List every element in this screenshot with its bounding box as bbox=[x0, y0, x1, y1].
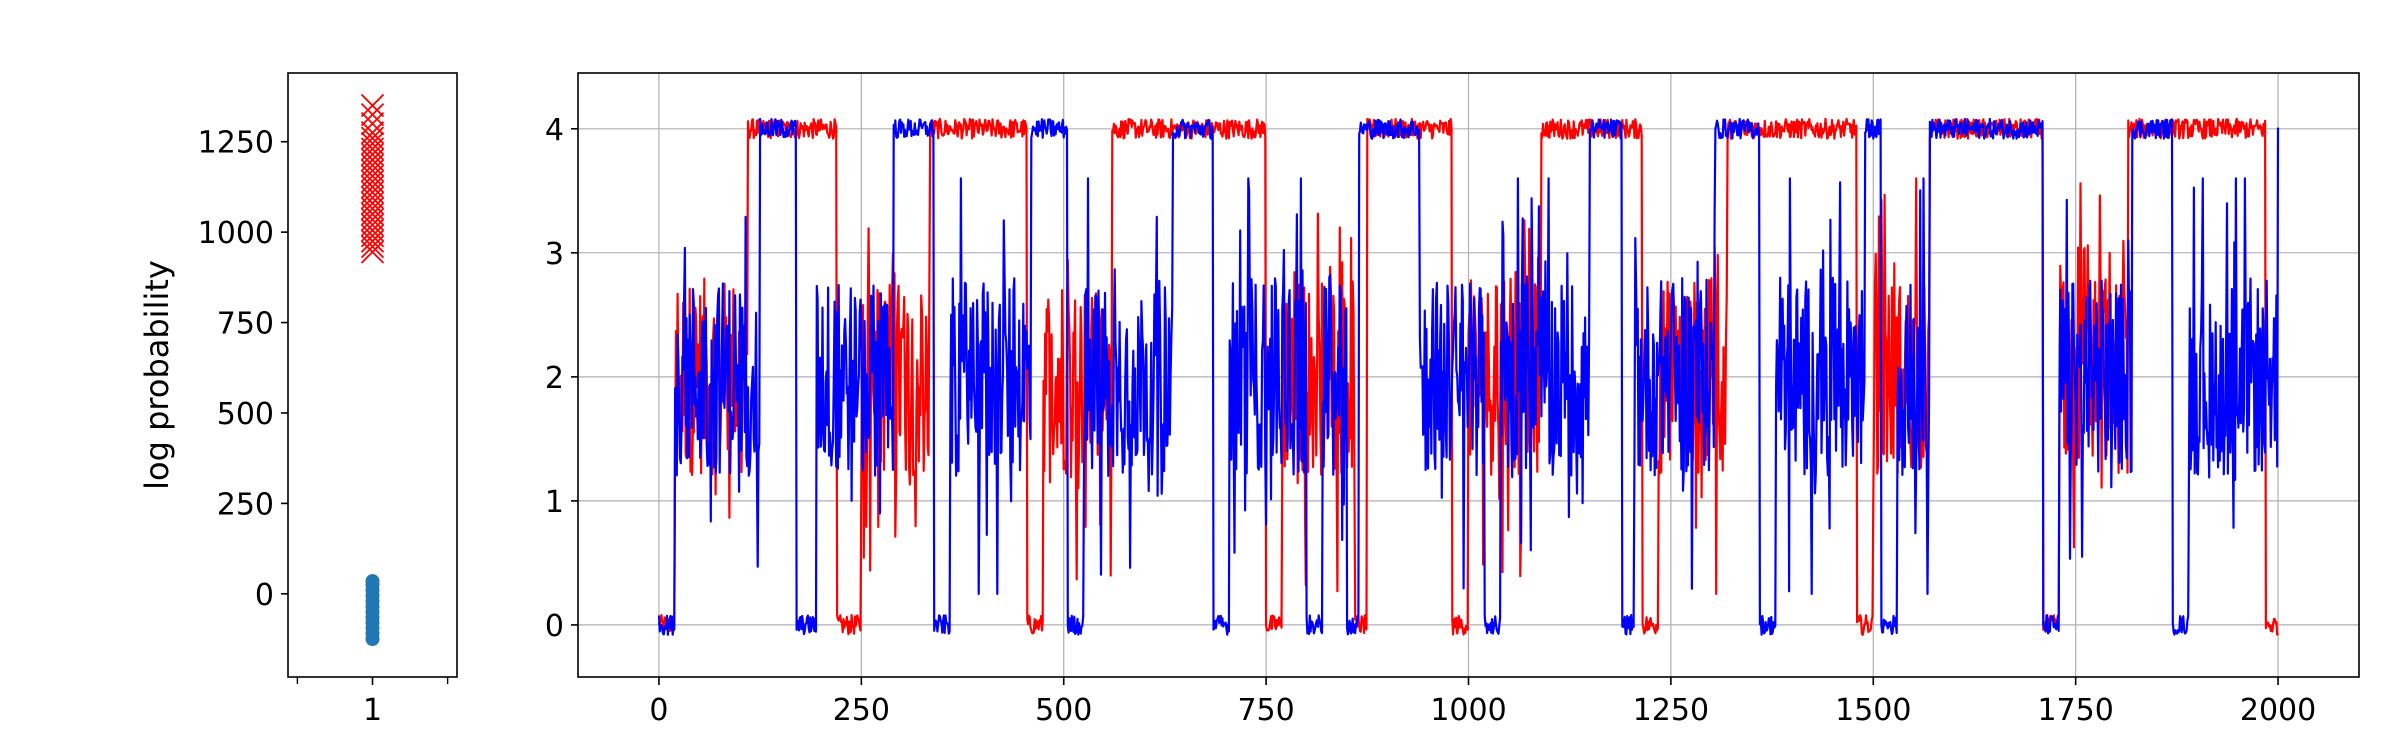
red-cross-point bbox=[360, 137, 385, 161]
left-panel: 0 250 500 750 1000 1250 1 log probability bbox=[138, 72, 458, 728]
right-x-tick-label: 1000 bbox=[1430, 693, 1506, 728]
red-cross-point bbox=[360, 207, 385, 232]
red-cross-point bbox=[360, 142, 385, 167]
right-y-tick-label: 3 bbox=[545, 237, 564, 272]
red-cross-point bbox=[360, 213, 385, 237]
right-y-ticks: 0 1 2 3 4 bbox=[545, 113, 578, 644]
red-cross-point bbox=[360, 153, 385, 177]
red-cross-point bbox=[360, 202, 385, 226]
left-scatter-marks bbox=[360, 93, 385, 647]
left-x-tick-label: 1 bbox=[363, 693, 382, 728]
red-cross-point bbox=[360, 175, 385, 199]
red-cross-point bbox=[360, 121, 385, 145]
right-y-tick-label: 1 bbox=[545, 485, 564, 520]
left-y-tick-label: 0 bbox=[255, 578, 274, 613]
right-y-tick-label: 2 bbox=[545, 361, 564, 396]
right-x-tick-label: 1250 bbox=[1633, 693, 1709, 728]
left-y-ticks: 0 250 500 750 1000 1250 bbox=[198, 126, 288, 613]
left-y-tick-label: 1250 bbox=[198, 126, 274, 161]
red-cross-point bbox=[360, 186, 385, 210]
right-x-tick-label: 2000 bbox=[2240, 693, 2316, 728]
right-x-tick-label: 250 bbox=[833, 693, 890, 728]
right-x-tick-label: 750 bbox=[1237, 693, 1294, 728]
right-panel: 0 1 2 3 4 0 250 500 750 1000 1250 1500 1750 2000 bbox=[545, 72, 2360, 728]
red-cross-point bbox=[360, 229, 385, 253]
red-cross-point bbox=[360, 240, 385, 264]
right-y-tick-label: 4 bbox=[545, 113, 564, 148]
red-cross-point bbox=[360, 102, 385, 127]
right-series-lines bbox=[657, 117, 2280, 636]
red-cross-point bbox=[360, 196, 385, 221]
left-x-ticks: 1 bbox=[296, 677, 449, 728]
right-x-tick-label: 0 bbox=[649, 693, 668, 728]
red-cross-point bbox=[360, 131, 385, 156]
left-y-tick-label: 750 bbox=[217, 307, 274, 342]
right-x-ticks: 0 250 500 750 1000 1250 1500 1750 2000 bbox=[649, 677, 2316, 728]
red-cross-point bbox=[360, 191, 385, 215]
left-y-axis-label: log probability bbox=[138, 260, 176, 490]
red-cross-point bbox=[360, 169, 385, 194]
red-cross-point bbox=[360, 164, 385, 188]
red-cross-point bbox=[360, 180, 385, 204]
red-cross-point bbox=[360, 111, 385, 136]
left-y-tick-label: 500 bbox=[217, 397, 274, 432]
right-x-tick-label: 1750 bbox=[2037, 693, 2113, 728]
red-cross-point bbox=[360, 224, 385, 248]
left-y-tick-label: 250 bbox=[217, 487, 274, 522]
red-cross-point bbox=[360, 234, 385, 259]
right-x-tick-label: 500 bbox=[1035, 693, 1092, 728]
blue-series-line bbox=[657, 117, 2280, 636]
right-x-tick-label: 1500 bbox=[1835, 693, 1911, 728]
right-y-tick-label: 0 bbox=[545, 609, 564, 644]
blue-dot-point bbox=[365, 574, 380, 589]
red-cross-point bbox=[360, 93, 385, 118]
red-cross-point bbox=[360, 148, 385, 172]
red-cross-point bbox=[360, 218, 385, 242]
red-cross-point bbox=[360, 159, 385, 183]
left-y-tick-label: 1000 bbox=[198, 216, 274, 251]
